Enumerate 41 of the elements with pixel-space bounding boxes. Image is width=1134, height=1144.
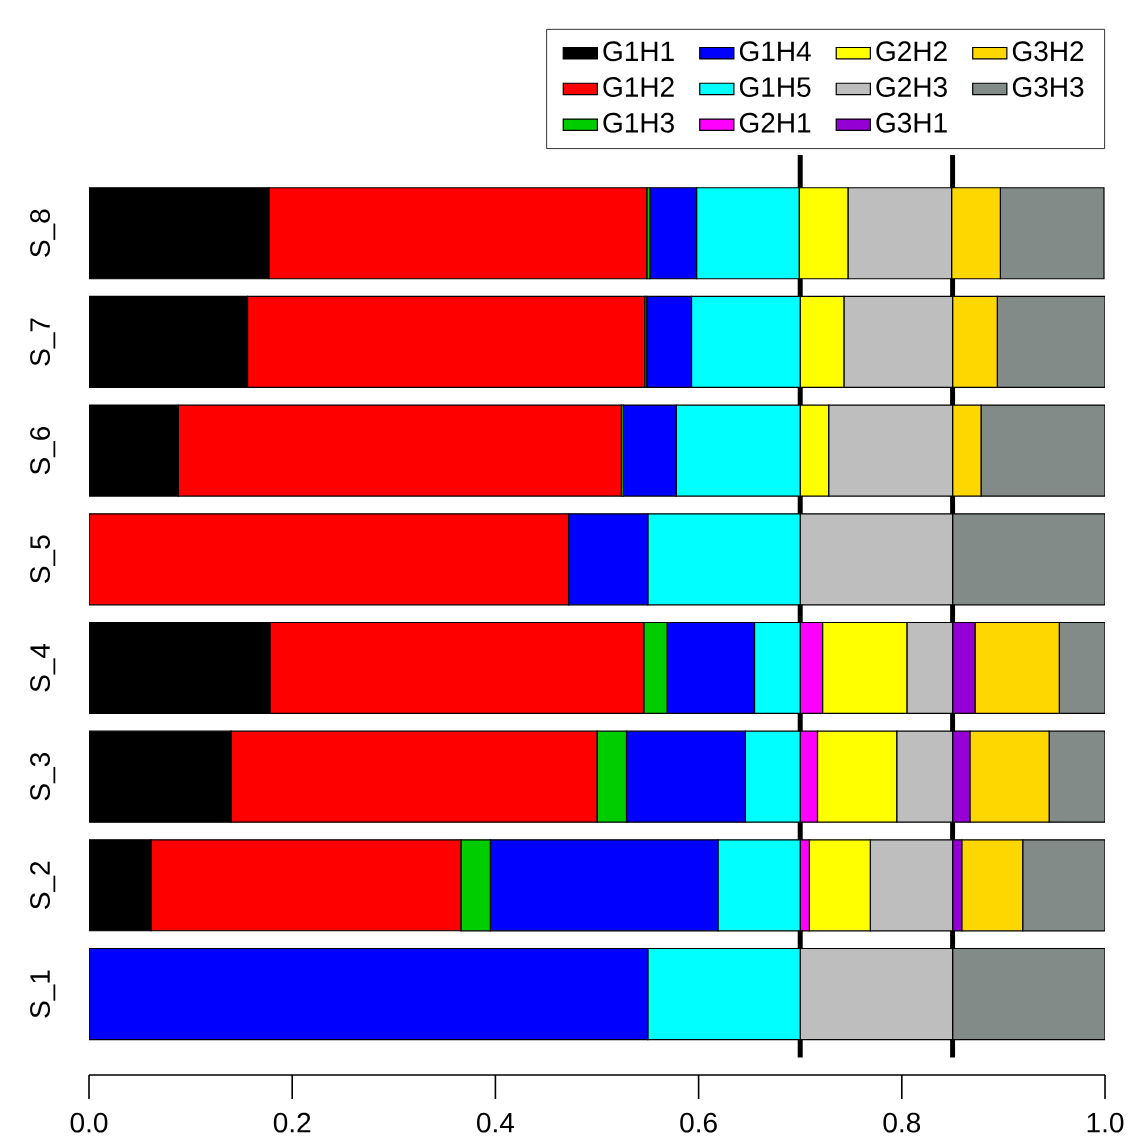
y-tick-label: S_3 (30, 752, 56, 801)
legend-label: G2H1 (739, 112, 811, 133)
bar (666, 621, 756, 715)
bar (996, 295, 1106, 389)
legend-label: G1H3 (603, 112, 674, 133)
legend-label: G1H5 (739, 77, 811, 97)
bar (980, 404, 1106, 497)
bar (952, 947, 1106, 1041)
bar (89, 947, 649, 1041)
legend-label: G1H2 (603, 77, 674, 97)
bar (999, 187, 1105, 280)
bar (1048, 730, 1106, 823)
y-tick-label: S_6 (30, 426, 56, 475)
legend-label: G3H2 (1012, 41, 1084, 62)
legend-label: G3H1 (876, 112, 947, 133)
legend-label: G2H2 (876, 41, 947, 62)
x-tick-label: 0.8 (883, 1112, 921, 1133)
legend-label: G1H1 (603, 41, 674, 62)
bar (625, 730, 747, 823)
y-tick-label: S_8 (30, 209, 56, 257)
y-tick-label: S_2 (30, 861, 56, 909)
y-tick-label: S_4 (30, 643, 56, 692)
bar (952, 513, 1106, 606)
x-tick-label: 0.4 (477, 1112, 515, 1133)
legend-label: G1H4 (739, 41, 811, 62)
x-tick-label: 0.6 (680, 1112, 717, 1133)
legend-label: G2H3 (876, 77, 947, 97)
bar (649, 187, 698, 280)
x-tick-label: 1.0 (1087, 1112, 1124, 1133)
bar (568, 513, 649, 606)
bar (622, 404, 677, 497)
y-tick-label: S_7 (30, 318, 56, 366)
x-tick-label: 0.2 (273, 1112, 311, 1133)
y-tick-label: S_1 (30, 970, 56, 1018)
y-tick-label: S_5 (30, 535, 56, 583)
legend-label: G3H3 (1012, 77, 1084, 97)
bar (1058, 621, 1106, 715)
bar (646, 295, 693, 389)
bar (1022, 839, 1106, 932)
x-tick-label: 0.0 (70, 1112, 108, 1133)
bar (489, 839, 719, 932)
